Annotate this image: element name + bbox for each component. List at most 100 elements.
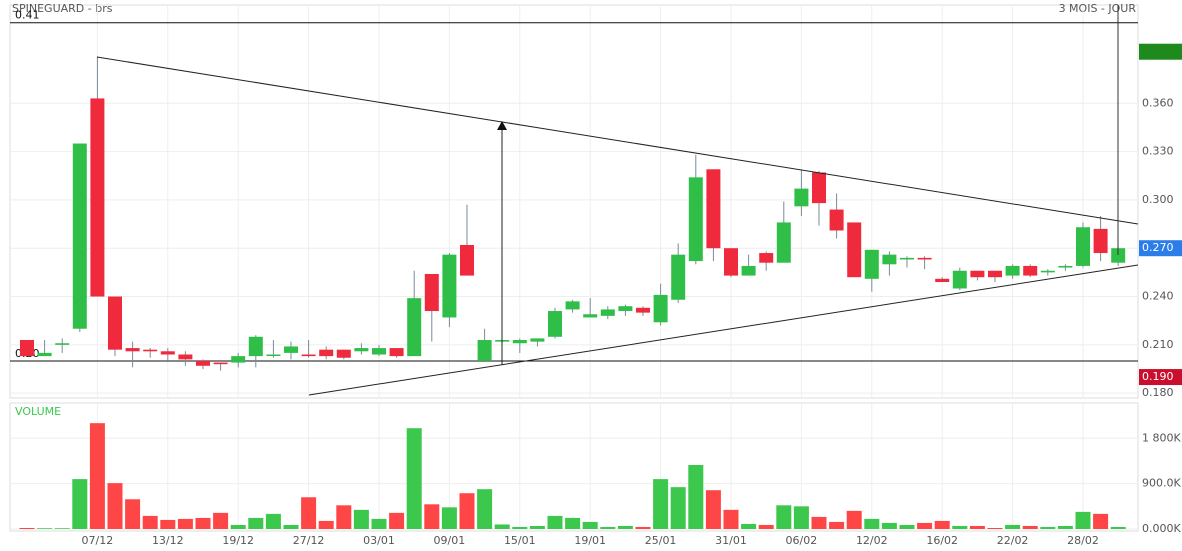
x-tick-label: 13/12 [152, 534, 184, 547]
x-tick-label: 19/12 [222, 534, 254, 547]
candle-body [882, 254, 897, 265]
candle-body [900, 257, 914, 260]
candle-body [90, 98, 105, 297]
volume-bar [1005, 524, 1021, 529]
volume-bar [670, 487, 686, 529]
volume-bar [617, 525, 633, 529]
volume-bar [864, 518, 880, 529]
candle-body [917, 257, 932, 260]
volume-frame [9, 402, 1139, 532]
candle-body [266, 354, 281, 357]
arrow-head [497, 121, 507, 130]
candle-body [618, 306, 633, 312]
candle-body [1076, 227, 1090, 266]
candle-body [354, 348, 369, 352]
y-tick-label: 0.240 [1142, 290, 1174, 303]
volume-bar [565, 517, 581, 529]
candle-body [1040, 270, 1055, 273]
candle-body [988, 270, 1002, 278]
price-frame [9, 4, 1139, 399]
x-tick-label: 06/02 [786, 534, 818, 547]
x-tick-label: 31/01 [715, 534, 747, 547]
candle-body [389, 348, 404, 357]
trend-line [308, 264, 1139, 396]
candle-body [688, 177, 703, 262]
candle-body [741, 265, 756, 276]
volume-bar [230, 524, 246, 529]
volume-bar [1110, 526, 1126, 529]
candle-body [671, 254, 686, 300]
candle-body [724, 248, 738, 276]
volume-bar [987, 527, 1003, 529]
volume-bar [494, 524, 510, 529]
candle-body [460, 244, 474, 276]
volume-bar [459, 493, 475, 529]
volume-bar [793, 506, 809, 529]
candle-body [125, 348, 140, 352]
volume-bar [389, 512, 405, 529]
candle-body [512, 340, 527, 344]
candle-body [424, 273, 439, 312]
volume-bar [952, 525, 968, 529]
volume-bar [1057, 525, 1073, 529]
volume-bar [283, 524, 299, 529]
candle-body [1023, 265, 1038, 276]
candle-body [55, 343, 70, 345]
volume-bar [177, 518, 193, 529]
volume-bar [54, 528, 70, 529]
candle-body [583, 314, 598, 318]
volume-bar [1022, 525, 1038, 529]
volume-bar [72, 479, 88, 529]
volume-tick-label: 900.0K [1142, 477, 1181, 490]
candle-body [108, 296, 122, 350]
volume-bar [653, 479, 669, 529]
volume-label: VOLUME [15, 405, 61, 418]
x-tick-label: 16/02 [926, 534, 958, 547]
price-marker [1139, 240, 1182, 257]
candle-body [372, 348, 386, 355]
x-tick-label: 12/02 [856, 534, 888, 547]
price-marker [1139, 369, 1182, 386]
candle-body [319, 349, 334, 357]
volume-bar [1093, 513, 1109, 529]
candle-body [160, 351, 175, 355]
candle-body [847, 222, 862, 278]
candle-body [812, 172, 826, 204]
marks: 0.180 0.210 0.240 0.270 0.300 0.330 0.360 0.000… [10, 5, 1181, 547]
volume-bar [107, 483, 123, 529]
volume-bar [547, 515, 563, 529]
volume-bar [318, 520, 334, 529]
candle-body [829, 209, 844, 231]
volume-bar [353, 509, 369, 529]
volume-bar [89, 423, 105, 529]
level-label: 0.41 [15, 9, 40, 22]
volume-tick-label: 1 800K [1142, 431, 1181, 444]
candle-body [196, 360, 210, 366]
volume-bar [424, 504, 440, 529]
volume-bar [37, 528, 53, 529]
price-marker [1139, 43, 1182, 60]
volume-bar [125, 499, 141, 529]
candle-body [143, 349, 158, 352]
x-tick-label: 03/01 [363, 534, 395, 547]
volume-bar [934, 520, 950, 529]
x-tick-label: 28/02 [1067, 534, 1099, 547]
x-tick-label: 22/02 [997, 534, 1029, 547]
volume-bar [1075, 511, 1091, 529]
candle-body [600, 309, 615, 316]
candle-body [37, 352, 52, 357]
candle-body [530, 338, 545, 342]
candle-body [1058, 265, 1073, 268]
x-tick-label: 09/01 [434, 534, 466, 547]
volume-bar [846, 510, 862, 529]
candle-body [935, 278, 950, 283]
candle-body [1111, 248, 1126, 263]
volume-bar [758, 524, 774, 529]
y-tick-label: 0.360 [1142, 96, 1174, 109]
period: 3 MOIS - JOUR [1059, 2, 1137, 15]
volume-bar [1040, 526, 1056, 529]
volume-bar [336, 505, 352, 529]
volume-bar [776, 505, 792, 529]
volume-bar [406, 428, 422, 529]
volume-bar [248, 517, 264, 529]
